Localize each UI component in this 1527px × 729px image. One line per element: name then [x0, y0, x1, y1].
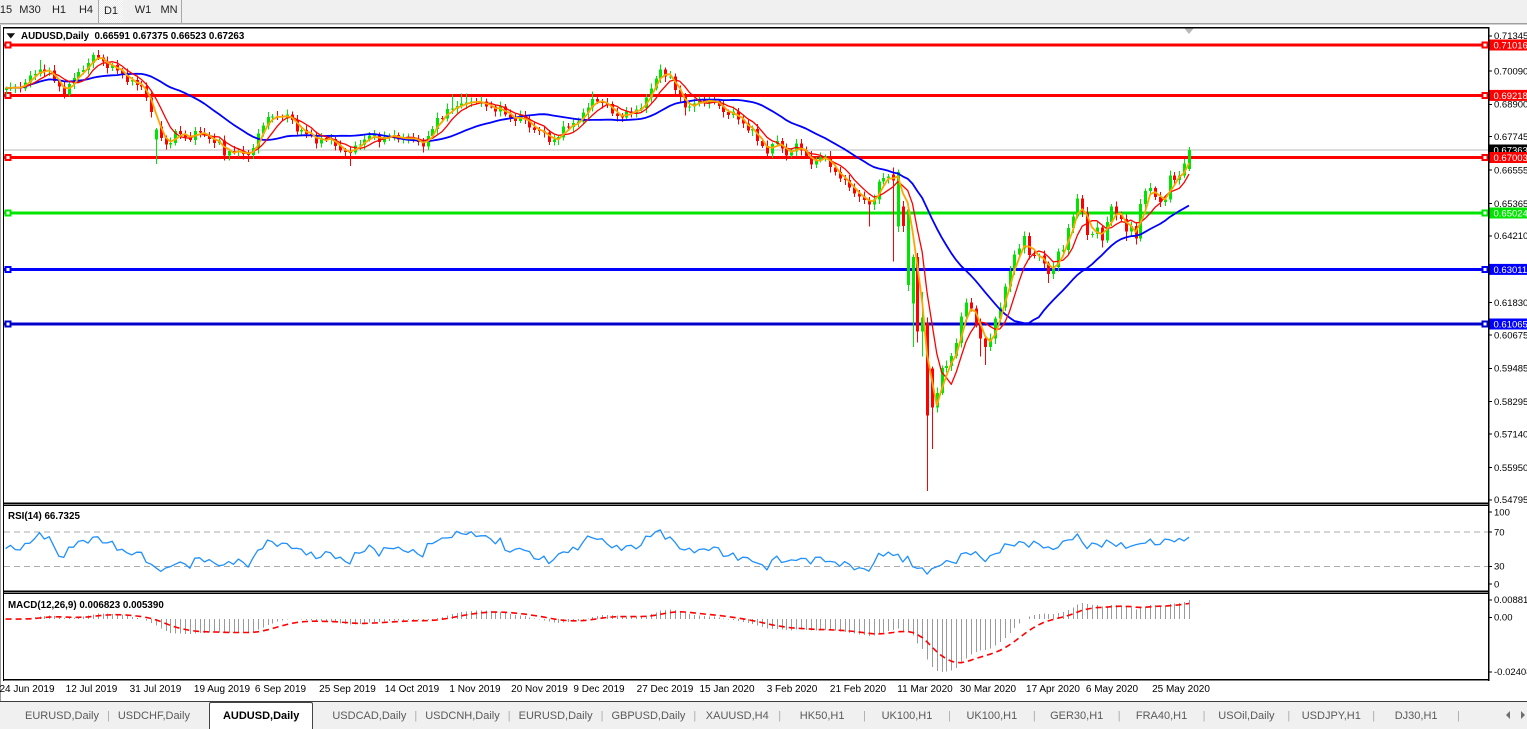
- svg-text:0.71345: 0.71345: [1494, 31, 1527, 42]
- svg-text:0.58295: 0.58295: [1494, 397, 1527, 408]
- svg-text:RSI(14) 66.7325: RSI(14) 66.7325: [8, 511, 80, 522]
- svg-text:MACD(12,26,9) 0.006823 0.00539: MACD(12,26,9) 0.006823 0.005390: [8, 600, 164, 611]
- svg-text:25 Sep 2019: 25 Sep 2019: [319, 684, 376, 695]
- svg-text:0.67003: 0.67003: [1494, 153, 1527, 164]
- svg-text:0.63011: 0.63011: [1494, 265, 1527, 276]
- svg-text:31 Jul 2019: 31 Jul 2019: [130, 684, 182, 695]
- svg-text:0.67745: 0.67745: [1494, 132, 1527, 143]
- svg-text:17 Apr 2020: 17 Apr 2020: [1026, 684, 1080, 695]
- svg-text:6 May 2020: 6 May 2020: [1086, 684, 1139, 695]
- svg-text:0.61830: 0.61830: [1494, 298, 1527, 309]
- svg-text:1 Nov 2019: 1 Nov 2019: [449, 684, 501, 695]
- svg-text:0.008815: 0.008815: [1494, 595, 1527, 606]
- svg-text:14 Oct 2019: 14 Oct 2019: [385, 684, 440, 695]
- svg-text:24 Jun 2019: 24 Jun 2019: [0, 684, 55, 695]
- svg-text:0.70090: 0.70090: [1494, 66, 1527, 77]
- svg-text:AUDUSD,Daily 0.66591 0.67375: AUDUSD,Daily 0.66591 0.67375 0.66523 0.6…: [21, 31, 245, 42]
- svg-text:0.67363: 0.67363: [1494, 146, 1527, 157]
- svg-text:0.00: 0.00: [1494, 613, 1513, 624]
- svg-text:0.60675: 0.60675: [1494, 330, 1527, 341]
- svg-text:3 Feb 2020: 3 Feb 2020: [767, 684, 818, 695]
- svg-text:0.57140: 0.57140: [1494, 429, 1527, 440]
- svg-text:12 Jul 2019: 12 Jul 2019: [66, 684, 118, 695]
- svg-text:9 Dec 2019: 9 Dec 2019: [573, 684, 625, 695]
- svg-text:11 Mar 2020: 11 Mar 2020: [897, 684, 953, 695]
- svg-text:19 Aug 2019: 19 Aug 2019: [194, 684, 251, 695]
- svg-text:0.61065: 0.61065: [1494, 320, 1527, 331]
- svg-text:30: 30: [1494, 562, 1505, 573]
- svg-text:21 Feb 2020: 21 Feb 2020: [830, 684, 887, 695]
- svg-text:0.64210: 0.64210: [1494, 231, 1527, 242]
- svg-text:0.68900: 0.68900: [1494, 100, 1527, 111]
- svg-text:0.55950: 0.55950: [1494, 463, 1527, 474]
- svg-text:0.54795: 0.54795: [1494, 495, 1527, 506]
- svg-text:70: 70: [1494, 528, 1505, 539]
- svg-text:27 Dec 2019: 27 Dec 2019: [637, 684, 694, 695]
- svg-text:0: 0: [1494, 580, 1499, 591]
- svg-text:0.59485: 0.59485: [1494, 364, 1527, 375]
- svg-text:-0.02408: -0.02408: [1494, 667, 1527, 678]
- svg-text:6 Sep 2019: 6 Sep 2019: [255, 684, 307, 695]
- svg-text:20 Nov 2019: 20 Nov 2019: [511, 684, 568, 695]
- svg-text:0.65024: 0.65024: [1494, 209, 1527, 220]
- svg-text:100: 100: [1494, 507, 1510, 518]
- svg-text:0.69218: 0.69218: [1494, 91, 1527, 102]
- svg-text:0.65365: 0.65365: [1494, 199, 1527, 210]
- svg-text:25 May 2020: 25 May 2020: [1152, 684, 1210, 695]
- svg-text:30 Mar 2020: 30 Mar 2020: [960, 684, 1017, 695]
- svg-text:0.71016: 0.71016: [1494, 41, 1527, 52]
- svg-text:15 Jan 2020: 15 Jan 2020: [699, 684, 754, 695]
- svg-text:0.66555: 0.66555: [1494, 166, 1527, 177]
